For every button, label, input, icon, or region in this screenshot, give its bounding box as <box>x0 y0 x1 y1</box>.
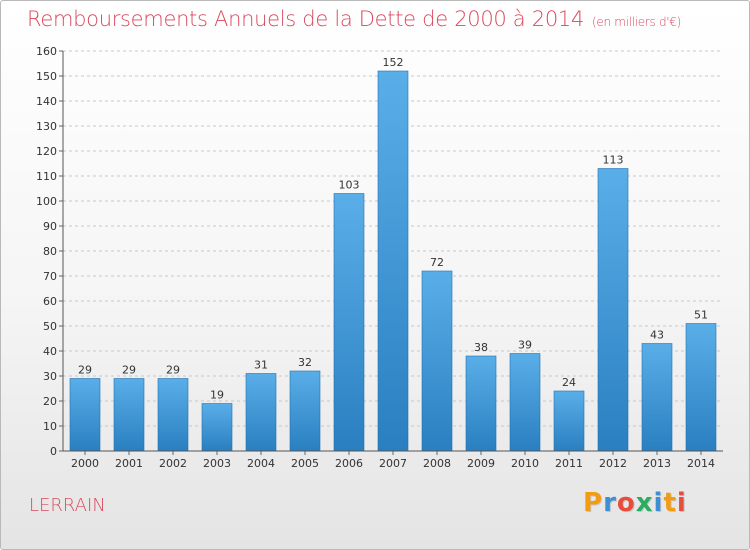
x-tick-label: 2009 <box>467 457 495 470</box>
y-tick-label: 120 <box>36 145 57 158</box>
bars-layer: 29 29 29 19 31 32 103 152 72 38 39 24 113 43 51 <box>69 56 717 452</box>
bar-value-label: 29 <box>166 364 180 377</box>
logo-letter: P <box>583 488 604 518</box>
bar-value-label: 39 <box>518 339 532 352</box>
y-tick-label: 70 <box>43 270 57 283</box>
bar <box>157 378 189 452</box>
logo-letter: t <box>663 488 677 518</box>
bar-value-label: 43 <box>650 329 664 342</box>
bar <box>641 343 673 452</box>
bar <box>201 403 233 452</box>
bar <box>69 378 101 452</box>
bar <box>597 168 629 452</box>
x-tick-label: 2008 <box>423 457 451 470</box>
y-tick-label: 20 <box>43 395 57 408</box>
bar <box>421 270 453 452</box>
y-tick-label: 0 <box>50 445 57 458</box>
logo-letter: r <box>603 488 617 518</box>
commune-name: LERRAIN <box>29 495 106 516</box>
bar-value-label: 51 <box>694 309 708 322</box>
bar-value-label: 72 <box>430 256 444 269</box>
y-tick-label: 110 <box>36 170 57 183</box>
chart-title-text: Remboursements Annuels de la Dette de 20… <box>27 7 584 31</box>
bar-value-label: 152 <box>383 56 404 69</box>
x-tick-label: 2002 <box>159 457 187 470</box>
y-tick-label: 130 <box>36 120 57 133</box>
logo-letter: o <box>616 488 636 518</box>
chart-title: Remboursements Annuels de la Dette de 20… <box>27 7 681 31</box>
bar-value-label: 31 <box>254 359 268 372</box>
x-tick-label: 2005 <box>291 457 319 470</box>
x-tick-label: 2011 <box>555 457 583 470</box>
bar <box>509 353 541 452</box>
logo-letter: i <box>653 488 664 518</box>
bar <box>113 378 145 452</box>
bar <box>289 370 321 452</box>
x-tick-label: 2007 <box>379 457 407 470</box>
axis-layer: 0 10 20 30 40 50 60 70 80 90 100 110 120 130 140 150 160… <box>36 45 723 470</box>
y-tick-label: 60 <box>43 295 57 308</box>
x-tick-label: 2001 <box>115 457 143 470</box>
y-tick-label: 140 <box>36 95 57 108</box>
bar-value-label: 103 <box>339 179 360 192</box>
bar-value-label: 29 <box>78 364 92 377</box>
y-tick-label: 100 <box>36 195 57 208</box>
logo-letter: i <box>676 488 687 518</box>
bar <box>333 193 365 452</box>
bar <box>377 70 409 452</box>
bar <box>685 323 717 452</box>
x-tick-label: 2013 <box>643 457 671 470</box>
bar <box>465 355 497 452</box>
bar-value-label: 113 <box>603 154 624 167</box>
x-tick-label: 2000 <box>71 457 99 470</box>
x-tick-label: 2004 <box>247 457 275 470</box>
y-tick-label: 50 <box>43 320 57 333</box>
bar-value-label: 19 <box>210 389 224 402</box>
logo-letter: x <box>635 488 654 518</box>
chart-subtitle: (en milliers d'€) <box>592 15 682 29</box>
x-tick-label: 2006 <box>335 457 363 470</box>
y-tick-label: 80 <box>43 245 57 258</box>
bar <box>245 373 277 452</box>
bar-value-label: 29 <box>122 364 136 377</box>
y-tick-label: 160 <box>36 45 57 58</box>
bar-value-label: 32 <box>298 356 312 369</box>
bar-value-label: 38 <box>474 341 488 354</box>
x-tick-label: 2014 <box>687 457 715 470</box>
y-tick-label: 150 <box>36 70 57 83</box>
y-tick-label: 90 <box>43 220 57 233</box>
y-tick-label: 40 <box>43 345 57 358</box>
y-tick-label: 30 <box>43 370 57 383</box>
x-tick-label: 2003 <box>203 457 231 470</box>
x-tick-label: 2012 <box>599 457 627 470</box>
bar <box>553 390 585 452</box>
proxiti-logo: Proxiti <box>583 488 687 518</box>
y-tick-label: 10 <box>43 420 57 433</box>
bar-value-label: 24 <box>562 376 576 389</box>
x-tick-label: 2010 <box>511 457 539 470</box>
